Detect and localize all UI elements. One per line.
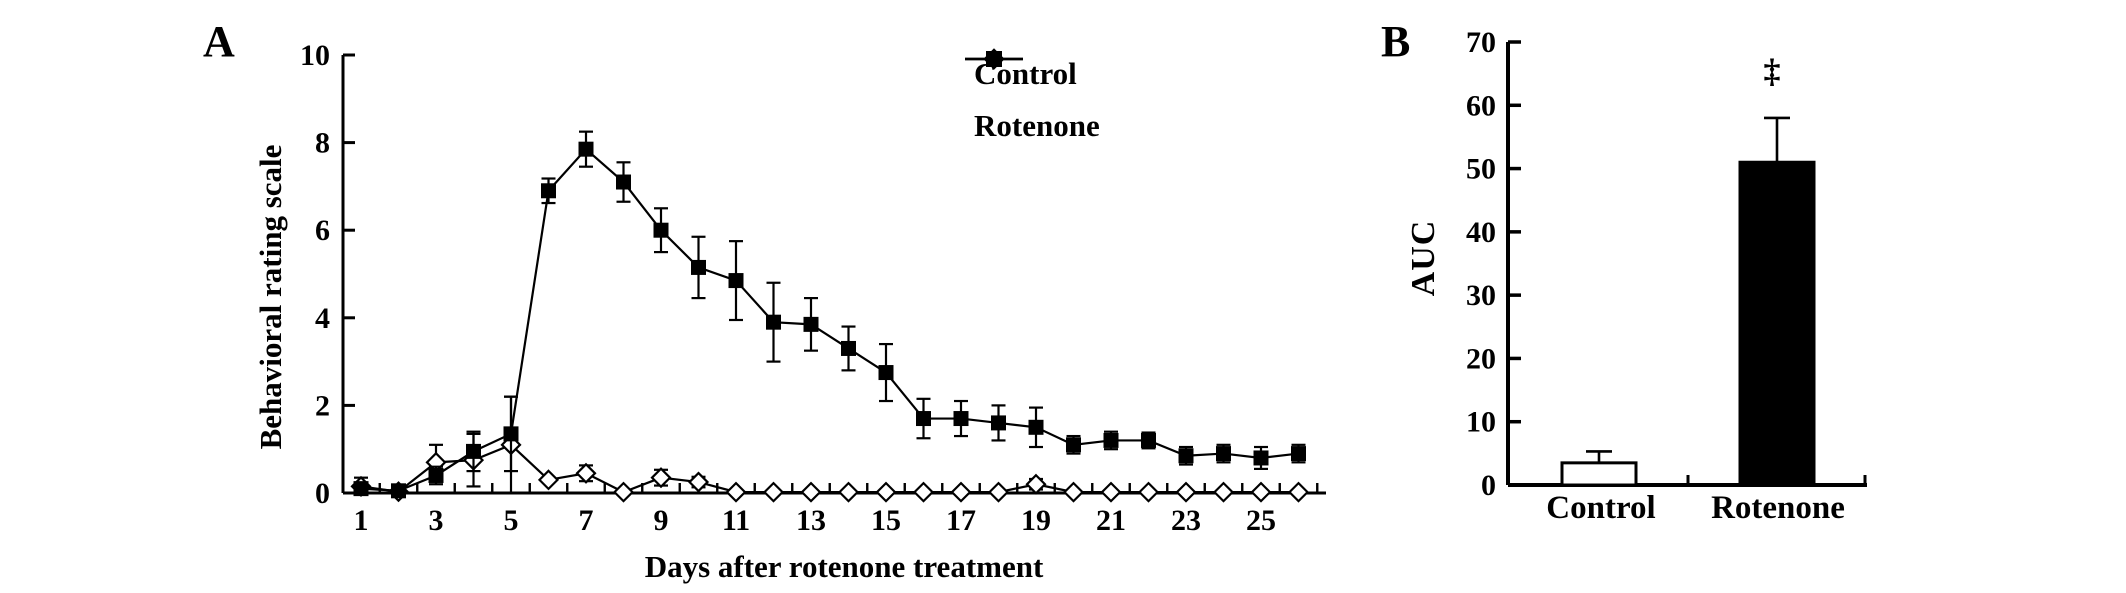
panel-b-axes: 0 10 20 30 40 50 60 70 [1466, 26, 1867, 502]
control-point [1025, 473, 1047, 495]
panel-a-x-tick-label: 21 [1096, 504, 1126, 537]
category-label-rotenone: Rotenone [1711, 490, 1845, 526]
rotenone-point [1141, 432, 1156, 448]
control-point [725, 481, 747, 503]
control-point [800, 481, 822, 503]
panel-b-y-axis-title: AUC [1405, 219, 1442, 297]
panel-b-y-tick-label: 20 [1466, 342, 1496, 375]
rotenone-point [578, 141, 594, 157]
panel-a-x-tick-label: 9 [654, 504, 669, 537]
panel-b-plot: 0 10 20 30 40 50 60 70 [1466, 26, 1867, 502]
rotenone-point [841, 340, 856, 356]
panel-a-y-tick-label: 6 [315, 214, 330, 247]
panel-b-y-tick-label: 50 [1466, 153, 1496, 186]
rotenone-point [803, 316, 819, 332]
control-point [1175, 481, 1197, 503]
rotenone-point [766, 314, 781, 330]
rotenone-point [428, 467, 444, 483]
rotenone-point [691, 259, 706, 275]
control-point [687, 471, 710, 493]
panel-b-y-tick-label: 40 [1466, 216, 1496, 249]
control-point [987, 481, 1010, 503]
panel-a-x-tick-label: 1 [354, 504, 369, 537]
rotenone-point [353, 481, 369, 497]
rotenone-point [991, 415, 1006, 431]
rotenone-point [653, 222, 669, 238]
panel-b-label: B [1381, 17, 1411, 66]
control-point [912, 481, 935, 503]
panel-a-x-tick-label: 3 [429, 504, 444, 537]
rotenone-point [466, 443, 481, 459]
rotenone-point [503, 426, 519, 442]
panel-a-y-tick-label: 10 [300, 39, 330, 72]
legend-item-rotenone: Rotenone [963, 51, 1100, 151]
panel-a-x-axis-title: Days after rotenone treatment [644, 549, 1044, 584]
panel-a-x-tick-label: 5 [504, 504, 519, 537]
control-point [1062, 481, 1085, 503]
legend-label-rotenone: Rotenone [974, 107, 1100, 143]
control-point [875, 481, 897, 503]
control-point [650, 467, 672, 489]
control-point [1287, 481, 1310, 503]
significance-marker: ‡ [1763, 53, 1781, 90]
panel-b-bars [1560, 116, 1816, 487]
rotenone-point [1178, 448, 1194, 464]
rotenone-bar [1738, 160, 1816, 487]
panel-b-y-tick-label: 60 [1466, 89, 1496, 122]
panel-a-x-tick-label: 15 [871, 504, 901, 537]
rotenone-point [1028, 419, 1044, 435]
control-bar [1560, 461, 1638, 487]
rotenone-point [878, 365, 894, 381]
panel-b-y-tick-label: 70 [1466, 26, 1496, 59]
panel-a-x-tick-label: 13 [796, 504, 826, 537]
control-point [1100, 481, 1122, 503]
legend: Control Rotenone [963, 47, 1100, 151]
control-point [950, 481, 972, 503]
control-point [537, 469, 560, 491]
rotenone-point [541, 183, 556, 199]
panel-b-y-tick-label: 0 [1481, 469, 1496, 502]
rotenone-point [1103, 432, 1119, 448]
panel-a-y-tick-label: 4 [315, 302, 330, 335]
control-point [762, 481, 785, 503]
rotenone-point [1253, 450, 1269, 466]
control-point [1250, 481, 1272, 503]
rotenone-point [916, 411, 931, 427]
panel-a-x-tick-label: 19 [1021, 504, 1051, 537]
control-point [612, 481, 635, 503]
rotenone-point [616, 174, 631, 190]
panel-b-y-tick-label: 30 [1466, 279, 1496, 312]
control-point [1212, 481, 1235, 503]
rotenone-point [1291, 446, 1306, 462]
rotenone-point [953, 411, 969, 427]
panel-a-label: A [203, 17, 235, 66]
rotenone-point [391, 483, 406, 499]
rotenone-point [728, 273, 744, 289]
panel-a-y-tick-label: 2 [315, 389, 330, 422]
rotenone-point [1216, 446, 1231, 462]
panel-a-x-tick-label: 11 [722, 504, 750, 537]
panel-a-y-axis-title: Behavioral rating scale [253, 144, 288, 450]
panel-a-y-tick-label: 8 [315, 127, 330, 160]
rotenone-point [1066, 437, 1081, 453]
panel-a-x-tick-label: 23 [1171, 504, 1201, 537]
panel-a-y-tick-label: 0 [315, 477, 330, 510]
rotenone-series [353, 130, 1306, 499]
control-point [1137, 481, 1160, 503]
filled-square-icon [965, 51, 1023, 67]
panel-a-x-tick-label: 25 [1246, 504, 1276, 537]
category-label-control: Control [1546, 490, 1656, 526]
panel-b-y-tick-label: 10 [1466, 406, 1496, 439]
control-point [837, 481, 860, 503]
panel-a-x-tick-label: 17 [946, 504, 976, 537]
control-point [575, 462, 597, 484]
panel-a-x-tick-label: 7 [579, 504, 594, 537]
